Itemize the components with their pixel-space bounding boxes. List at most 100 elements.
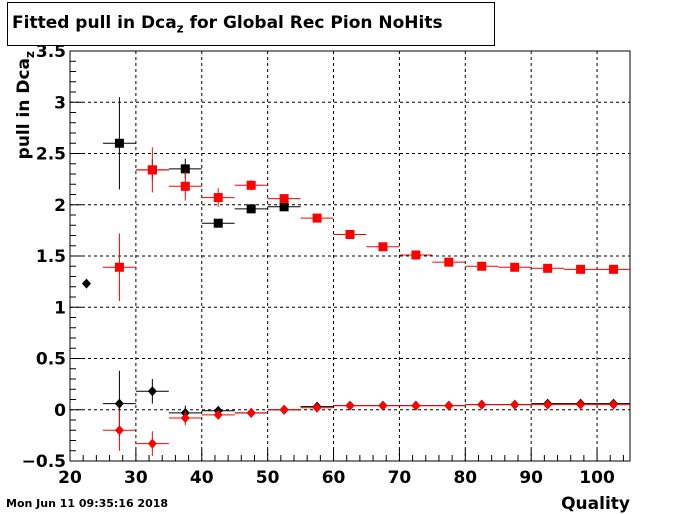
- square-marker: [213, 218, 223, 228]
- data-point: [465, 399, 499, 410]
- data-point: [531, 263, 565, 273]
- diamond-marker: [114, 398, 124, 409]
- diamond-marker: [378, 400, 388, 411]
- x-axis-label: Quality: [561, 494, 630, 514]
- data-point: [333, 400, 367, 411]
- square-marker: [345, 229, 355, 239]
- data-point: [135, 147, 169, 193]
- diamond-marker: [213, 409, 223, 420]
- chart-title: Fitted pull in Dcaz for Global Rec Pion …: [12, 13, 443, 36]
- y-tick-label: 0.5: [36, 350, 66, 370]
- data-point: [432, 257, 466, 267]
- y-tick-label: 2.5: [36, 145, 66, 165]
- data-point: [498, 262, 532, 272]
- square-marker: [246, 180, 256, 190]
- data-point: [597, 399, 630, 410]
- square-marker: [576, 264, 586, 274]
- square-marker: [114, 138, 124, 148]
- x-tick-label: 80: [453, 468, 477, 488]
- data-point: [399, 250, 433, 260]
- x-tick-label: 20: [58, 468, 82, 488]
- grid-lines: [70, 51, 630, 461]
- data-point: [102, 233, 136, 302]
- y-axis-label: pull in Dcaz: [14, 51, 37, 159]
- square-marker: [477, 261, 487, 271]
- y-tick-label: −0.5: [22, 452, 66, 472]
- data-series: [102, 147, 630, 302]
- square-marker: [378, 242, 388, 252]
- square-marker: [279, 202, 289, 212]
- diamond-marker: [510, 399, 520, 410]
- data-series: [81, 278, 630, 437]
- diamond-marker: [444, 400, 454, 411]
- diamond-marker: [543, 399, 553, 410]
- timestamp: Mon Jun 11 09:35:16 2018: [6, 497, 169, 510]
- diamond-marker: [576, 399, 586, 410]
- y-tick-label: 1: [54, 298, 66, 318]
- square-marker: [312, 213, 322, 223]
- data-point: [168, 410, 202, 426]
- data-point: [300, 402, 334, 413]
- data-series: [102, 399, 630, 456]
- axis-ticks: 20 30 40 50 60 70 80 90 100 −0.5 0 0.5 1 1.5 2 2.5 3 3.5: [22, 42, 624, 488]
- data-point: [432, 400, 466, 411]
- square-marker: [114, 262, 124, 272]
- diamond-marker: [246, 407, 256, 418]
- data-point: [135, 379, 169, 404]
- data-point: [168, 171, 202, 201]
- data-point: [531, 399, 565, 410]
- diamond-marker: [609, 399, 619, 410]
- data-point: [135, 431, 169, 456]
- data-point: [201, 188, 235, 207]
- data-point: [267, 404, 301, 415]
- x-tick-label: 40: [190, 468, 214, 488]
- square-marker: [180, 164, 190, 174]
- square-marker: [279, 194, 289, 204]
- data-point: [102, 97, 136, 190]
- data-point: [81, 278, 91, 289]
- data-point: [597, 264, 630, 274]
- y-tick-label: 0: [54, 401, 66, 421]
- data-point: [102, 409, 136, 451]
- square-marker: [246, 204, 256, 214]
- data-point: [333, 229, 367, 239]
- data-point: [300, 213, 334, 223]
- y-tick-label: 1.5: [36, 247, 66, 267]
- square-marker: [213, 193, 223, 203]
- title-box: Fitted pull in Dcaz for Global Rec Pion …: [7, 2, 495, 46]
- data-point: [564, 264, 598, 274]
- data-point: [201, 218, 235, 228]
- diamond-marker: [411, 400, 421, 411]
- data-points: [81, 97, 630, 456]
- y-tick-label: 3.5: [36, 42, 66, 62]
- x-tick-label: 90: [519, 468, 543, 488]
- diamond-marker: [345, 400, 355, 411]
- x-tick-label: 50: [256, 468, 280, 488]
- square-marker: [411, 250, 421, 260]
- x-tick-label: 100: [579, 468, 615, 488]
- diamond-marker: [279, 404, 289, 415]
- data-point: [366, 400, 400, 411]
- diamond-marker: [147, 438, 157, 449]
- square-marker: [147, 165, 157, 175]
- y-tick-label: 3: [54, 93, 66, 113]
- data-point: [465, 261, 499, 271]
- square-marker: [609, 264, 619, 274]
- data-point: [399, 400, 433, 411]
- data-point: [366, 242, 400, 252]
- diamond-marker: [477, 399, 487, 410]
- x-tick-label: 30: [124, 468, 148, 488]
- square-marker: [510, 262, 520, 272]
- data-point: [267, 194, 301, 204]
- data-point: [498, 399, 532, 410]
- y-tick-label: 2: [54, 196, 66, 216]
- data-point: [267, 202, 301, 212]
- diamond-marker: [114, 425, 124, 436]
- data-point: [234, 180, 268, 191]
- diamond-marker: [147, 386, 157, 397]
- data-point: [234, 407, 268, 418]
- diamond-marker: [180, 412, 190, 423]
- square-marker: [543, 263, 553, 273]
- square-marker: [180, 181, 190, 191]
